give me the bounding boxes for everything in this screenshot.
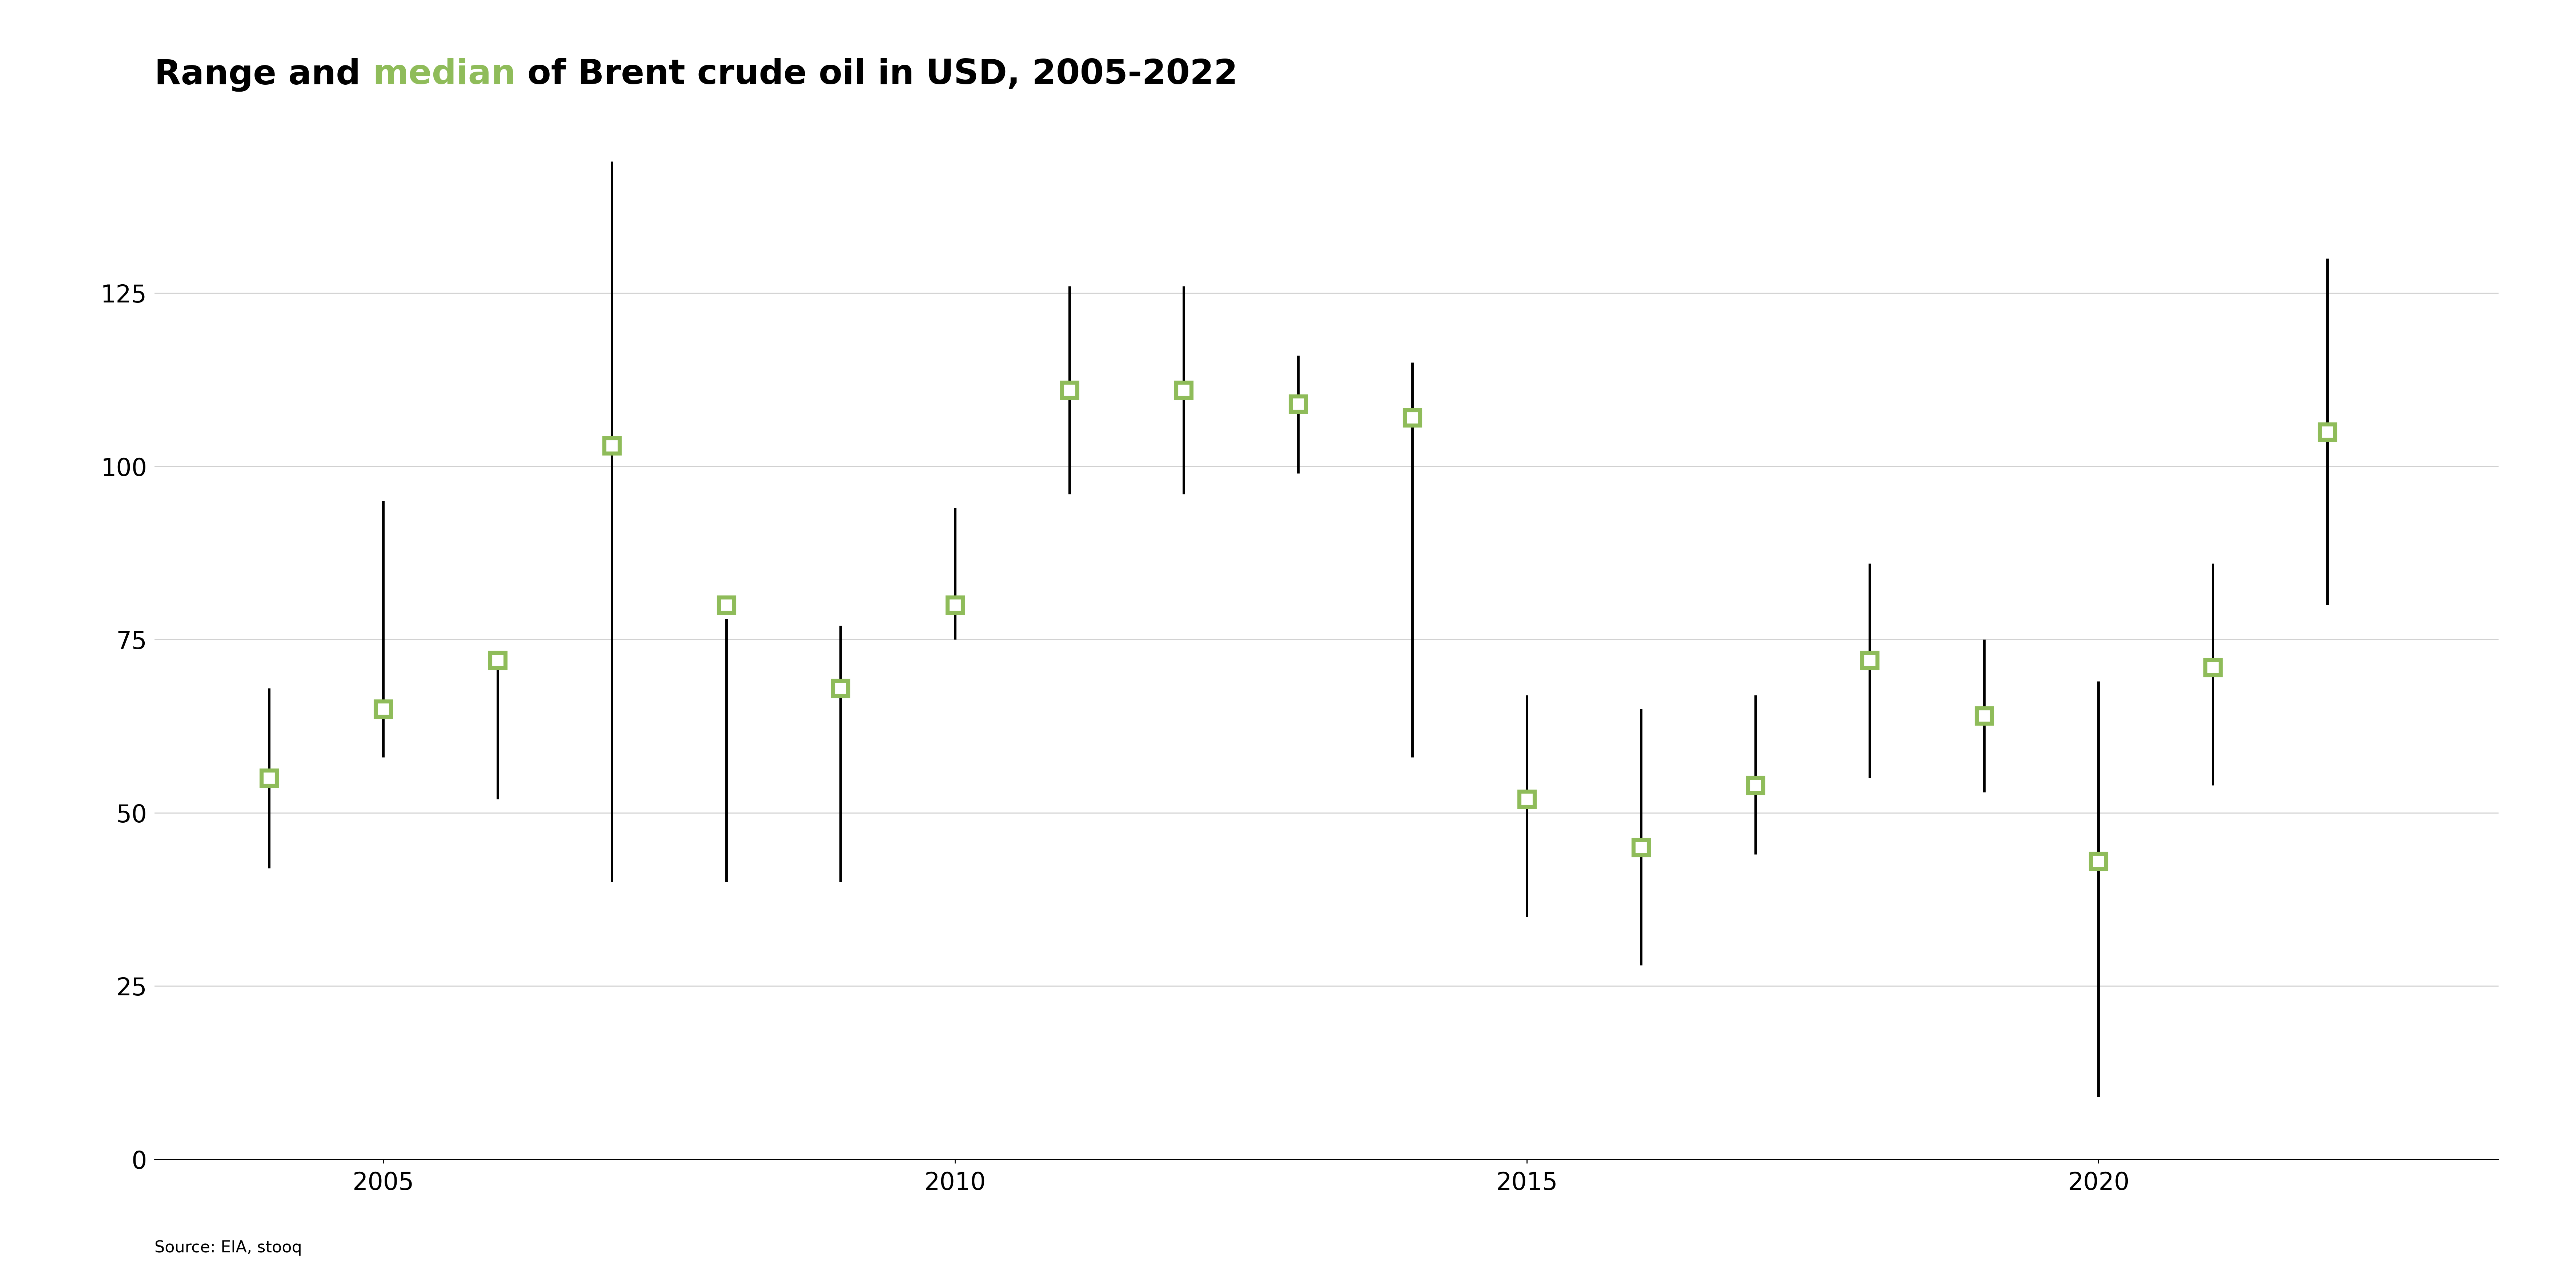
Text: Range and: Range and <box>155 58 374 91</box>
Text: Source: EIA, stooq: Source: EIA, stooq <box>155 1240 301 1256</box>
Text: of Brent crude oil in USD, 2005-2022: of Brent crude oil in USD, 2005-2022 <box>515 58 1239 91</box>
Text: median: median <box>374 58 515 91</box>
